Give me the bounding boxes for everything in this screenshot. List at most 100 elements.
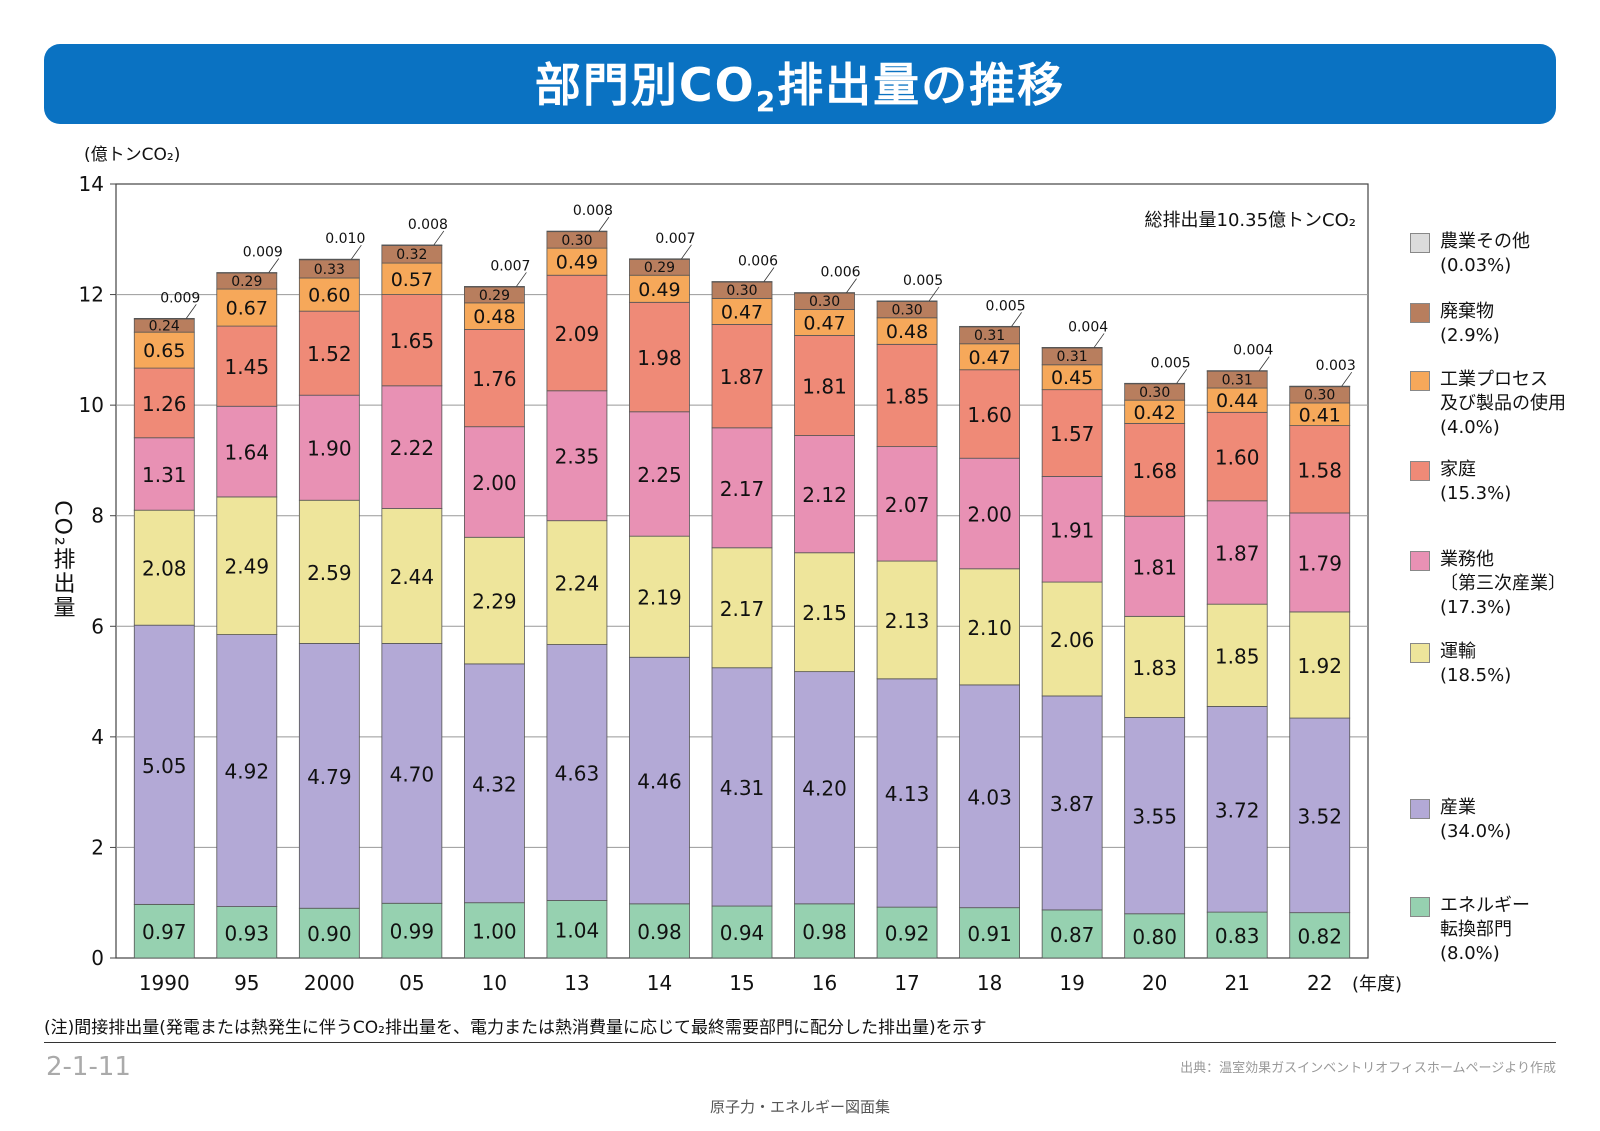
data-label: 2.13 [885, 609, 930, 633]
bar-segment [546, 520, 608, 645]
legend-swatch [1410, 303, 1430, 323]
x-tick-label: 2000 [304, 971, 355, 995]
data-label: 0.65 [143, 340, 185, 362]
data-label: 1.79 [1297, 551, 1342, 575]
data-label: 2.24 [555, 572, 600, 596]
x-tick-label: 1990 [139, 971, 190, 995]
data-label: 1.00 [472, 919, 517, 943]
bar-segment [133, 367, 195, 439]
data-label: 0.97 [142, 920, 187, 944]
x-tick-label: 13 [564, 971, 589, 995]
data-label: 0.30 [1304, 388, 1335, 404]
data-label: 0.48 [473, 306, 515, 328]
data-label: 0.47 [721, 301, 763, 323]
data-label: 0.29 [231, 274, 262, 290]
data-label: 2.49 [225, 555, 270, 579]
bar-segment [1206, 370, 1268, 372]
bar-segment [381, 294, 443, 387]
data-label: 0.009 [160, 290, 200, 306]
bar-segment [1206, 387, 1268, 413]
bar-segment [794, 292, 855, 294]
bar-segment [629, 301, 690, 413]
legend-label: エネルギー 転換部門 (8.0%) [1440, 895, 1530, 964]
leader-line [1258, 356, 1270, 371]
data-label: 0.005 [1151, 355, 1191, 371]
data-label: 4.79 [307, 765, 352, 789]
data-label: 0.005 [903, 273, 943, 289]
legend-percent: (8.0%) [1440, 943, 1500, 964]
data-label: 4.92 [225, 760, 270, 784]
data-label: 0.008 [573, 203, 613, 219]
data-label: 0.30 [561, 233, 592, 249]
bar-segment [1124, 913, 1186, 959]
bar-segment [1041, 581, 1103, 697]
bar-segment [711, 667, 773, 907]
data-label: 1.31 [142, 463, 187, 487]
data-label: 1.92 [1297, 654, 1342, 678]
bar-segment [463, 426, 525, 538]
leader-line [185, 304, 197, 319]
source-credit: 出典：温室効果ガスインベントリオフィスホームページより作成 [1180, 1061, 1556, 1076]
legend-item: エネルギー 転換部門 (8.0%) [1410, 894, 1530, 966]
x-tick-label: 14 [647, 971, 672, 995]
x-tick-label: 16 [812, 971, 837, 995]
bar-segment [133, 331, 195, 369]
chart-title: 部門別CO2排出量の推移 [534, 58, 1066, 119]
bar-segment [1041, 347, 1103, 349]
data-label: 0.98 [802, 920, 847, 944]
footnote: (注)間接排出量(発電または熱発生に伴うCO₂排出量を、電力または熱消費量に応じ… [44, 1018, 987, 1038]
bar-segment [1124, 515, 1186, 617]
data-label: 0.31 [1222, 372, 1253, 388]
y-unit-label: (億トンCO₂) [84, 145, 180, 165]
bar-segment [876, 343, 938, 448]
bar-segment [216, 325, 278, 407]
data-label: 0.30 [726, 283, 757, 299]
leader-line [268, 258, 280, 273]
data-label: 3.55 [1132, 805, 1177, 829]
legend-label: 廃棄物 (2.9%) [1440, 301, 1500, 346]
data-label: 0.90 [307, 922, 352, 946]
data-label: 1.81 [802, 375, 847, 399]
legend-percent: (34.0%) [1440, 821, 1512, 842]
bar-segment [298, 643, 360, 909]
data-label: 1.52 [307, 342, 352, 366]
data-label: 1.98 [637, 346, 682, 370]
leader-line [1011, 312, 1022, 327]
bar-segment [298, 310, 360, 396]
leader-line [516, 272, 527, 287]
data-label: 0.31 [974, 328, 1005, 344]
x-tick-label: 21 [1224, 971, 1249, 995]
data-label: 4.46 [637, 770, 682, 794]
bar-segment [959, 369, 1020, 459]
bar-segment [1206, 706, 1268, 913]
x-unit-label: (年度) [1352, 974, 1402, 995]
bar-segment [711, 905, 773, 959]
bar-segment [463, 663, 525, 904]
bar-segment [1206, 911, 1268, 959]
data-label: 0.48 [886, 321, 928, 343]
bar-segment [298, 499, 360, 644]
data-label: 0.006 [820, 265, 860, 281]
y-tick-label: 14 [79, 172, 104, 196]
bar-segment [298, 258, 360, 261]
data-label: 0.003 [1316, 358, 1356, 374]
bar-segment [876, 678, 938, 908]
data-label: 1.65 [390, 329, 435, 353]
bar-segment [711, 547, 773, 669]
x-tick-label: 22 [1307, 971, 1332, 995]
bar-segment [216, 634, 278, 907]
bar-segment [546, 900, 608, 959]
bar-segment [216, 496, 278, 635]
bar-segment [216, 405, 278, 498]
data-label: 2.59 [307, 561, 352, 585]
legend-percent: (2.9%) [1440, 325, 1500, 346]
y-tick-label: 10 [79, 393, 104, 417]
bar-segment [381, 902, 443, 959]
legend-swatch [1410, 799, 1430, 819]
data-label: 1.85 [1215, 644, 1260, 668]
bar-segment [133, 624, 195, 905]
x-tick-label: 95 [234, 971, 259, 995]
data-label: 2.17 [720, 597, 765, 621]
bar-segment [711, 427, 773, 549]
